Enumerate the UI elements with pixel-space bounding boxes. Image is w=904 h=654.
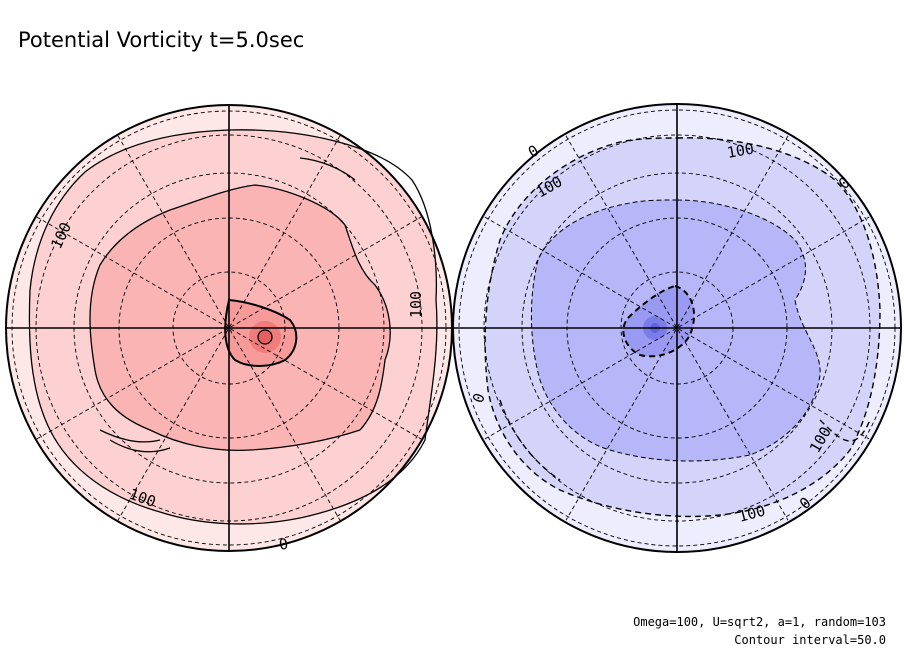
footer-parameters: Omega=100, U=sqrt2, a=1, random=103 <box>633 615 886 629</box>
left-contour-label-4: 0 <box>278 535 290 554</box>
left-contour-label-2: 100 <box>407 291 425 318</box>
footer-contour-interval: Contour interval=50.0 <box>734 633 886 647</box>
chart-title: Potential Vorticity t=5.0sec <box>18 28 304 52</box>
right-contour-label-4: 100 <box>726 140 756 162</box>
left-contour-band-250 <box>258 330 272 344</box>
right-polar-panel: 0 0 100 100 100 0 100 0 <box>452 103 902 553</box>
left-polar-panel: 100 100 100 0 <box>5 104 453 554</box>
